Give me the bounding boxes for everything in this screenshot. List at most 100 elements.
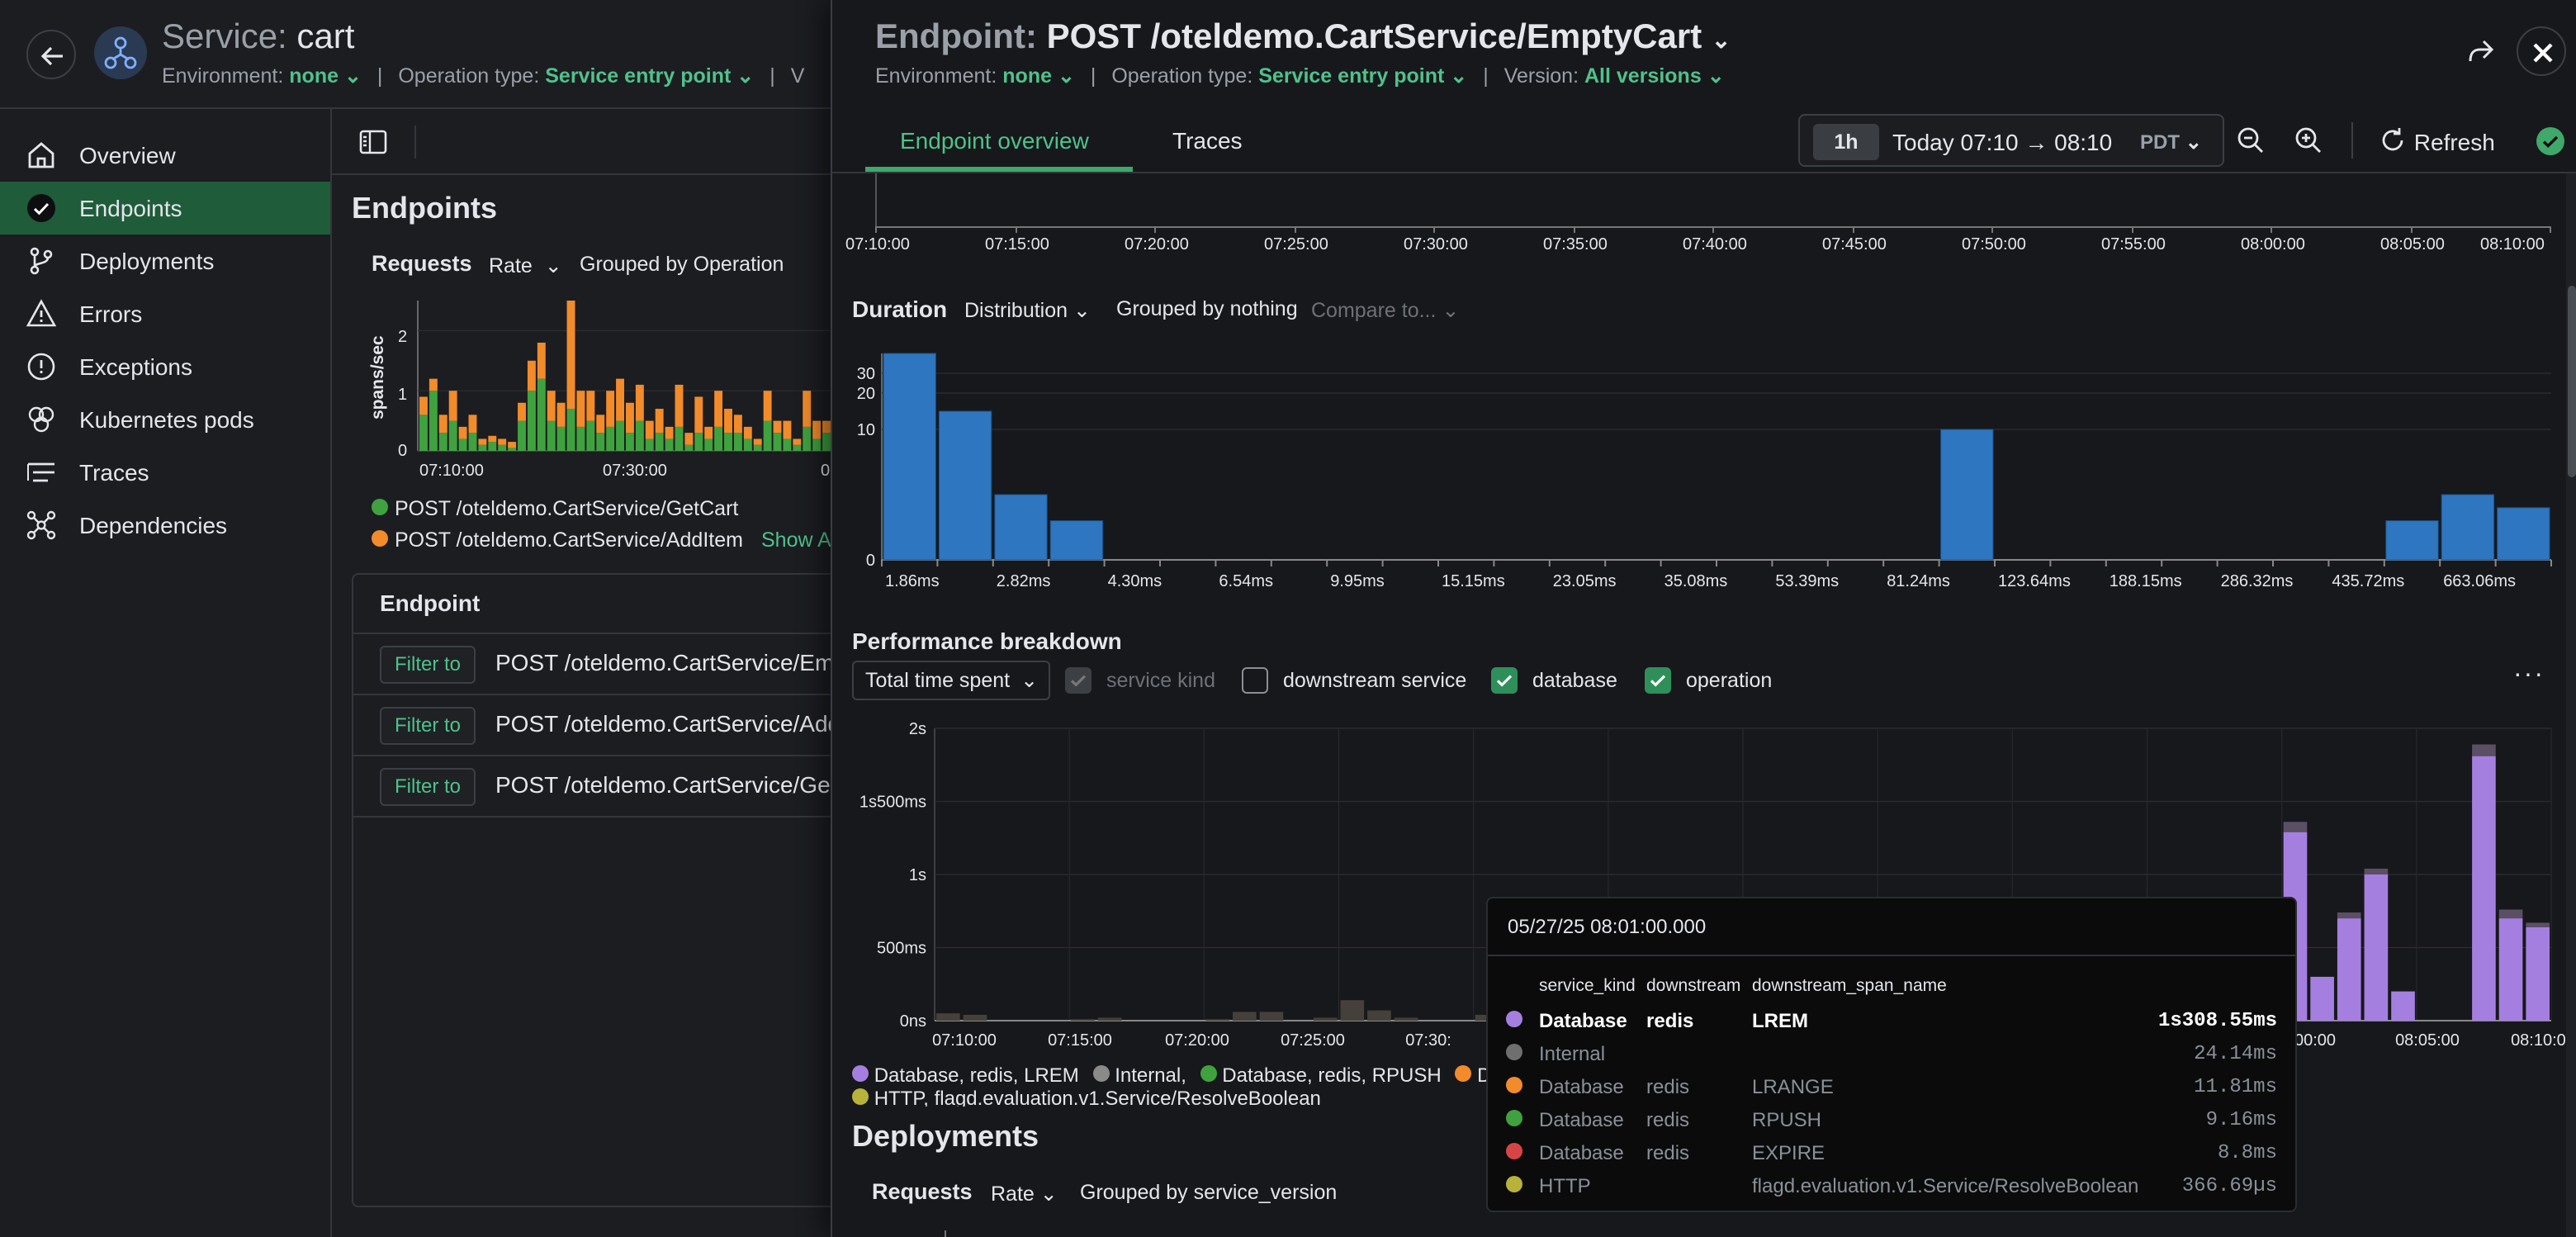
service-kind-checkbox[interactable] <box>1065 667 1091 694</box>
optype-select[interactable]: Service entry point ⌄ <box>1258 64 1468 88</box>
zoom-in-icon <box>2295 127 2321 153</box>
legend-item[interactable]: Database, redis, LREM <box>852 1064 1079 1087</box>
version-select[interactable]: All versions ⌄ <box>1584 64 1725 88</box>
environment-select[interactable]: none ⌄ <box>1002 64 1075 88</box>
version-label: Version: <box>1503 64 1579 88</box>
compare-to-select[interactable]: Compare to... ⌄ <box>1311 297 1459 322</box>
show-all-link[interactable]: Show Al <box>761 528 836 552</box>
table-row[interactable]: Filter to POST /oteldemo.CartService/AddI… <box>352 695 886 756</box>
chevron-down-icon: ⌄ <box>1020 669 1039 692</box>
duration-histogram[interactable]: 30 20 10 0 1.86ms 2.82ms 4.30ms 6.54ms 9.95ms 15.… <box>832 340 2576 598</box>
legend-item[interactable]: Database, redis, RPUSH <box>1200 1064 1442 1087</box>
duration-bar <box>1049 520 1104 561</box>
breakdown-ytick: 1s <box>909 866 926 884</box>
table-row[interactable]: Filter to POST /oteldemo.CartService/Empt… <box>352 634 909 695</box>
scrollbar[interactable] <box>2566 173 2576 1237</box>
database-checkbox[interactable] <box>1491 667 1518 694</box>
filter-to-button[interactable]: Filter to <box>380 768 476 806</box>
deployments-rate-select[interactable]: Rate ⌄ <box>991 1181 1058 1206</box>
sidebar-item-deployments[interactable]: Deployments <box>0 235 330 287</box>
deployments-grouped-select[interactable]: Grouped by service_version <box>1080 1181 1338 1204</box>
breakdown-bar-internal <box>1205 1019 1229 1021</box>
breakdown-bar-lrem <box>2526 927 2550 1021</box>
more-options-icon[interactable]: ··· <box>2513 661 2545 689</box>
tab-traces[interactable]: Traces <box>1172 127 1243 154</box>
rate-select[interactable]: Rate ⌄ <box>489 253 562 277</box>
breakdown-metric-select[interactable]: Total time spent ⌄ <box>852 661 1050 700</box>
tab-endpoint-overview[interactable]: Endpoint overview <box>900 127 1089 154</box>
requests-chart[interactable] <box>416 301 831 456</box>
time-range-text[interactable]: Today 07:10 → 08:10 <box>1892 129 2113 155</box>
request-bar <box>438 415 447 434</box>
timezone-select[interactable]: PDT ⌄ <box>2140 130 2202 154</box>
top-axis-tick-label: 07:10:00 <box>845 236 910 254</box>
sidebar-item-errors[interactable]: Errors <box>0 287 330 340</box>
request-bar <box>724 409 732 434</box>
optype-select[interactable]: Service entry point ⌄ <box>545 64 755 88</box>
request-bar <box>743 438 752 451</box>
legend-item-getcart[interactable]: POST /oteldemo.CartService/GetCart <box>372 497 738 520</box>
sidebar-item-dependencies[interactable]: Dependencies <box>0 499 330 552</box>
tooltip-row: Database redis EXPIRE 8.8ms <box>1488 1136 2297 1169</box>
endpoint-title[interactable]: Endpoint: POST /oteldemo.CartService/Emp… <box>875 18 1731 58</box>
sidebar-item-exceptions[interactable]: Exceptions <box>0 340 330 393</box>
duration-mode-select[interactable]: Distribution ⌄ <box>964 297 1091 322</box>
service-kind-label: service kind <box>1106 669 1215 692</box>
environment-select[interactable]: none ⌄ <box>289 64 362 88</box>
duration-bar <box>883 353 936 561</box>
database-label: database <box>1532 669 1617 692</box>
scrollbar-thumb[interactable] <box>2568 286 2576 477</box>
arrow-left-icon <box>40 46 63 66</box>
chevron-down-icon: ⌄ <box>1039 1182 1058 1206</box>
legend-item-additem[interactable]: POST /oteldemo.CartService/AddItem <box>372 528 743 552</box>
downstream-service-checkbox[interactable] <box>1242 667 1268 694</box>
endpoints-table <box>352 573 831 1207</box>
grouped-by-select[interactable]: Grouped by Operation <box>580 253 784 276</box>
top-axis-tick-label: 07:25:00 <box>1264 236 1328 254</box>
sidebar-item-endpoints[interactable]: Endpoints <box>0 182 330 235</box>
environment-label: Environment: <box>162 64 284 88</box>
filter-to-button[interactable]: Filter to <box>380 707 476 745</box>
service-title: Service: cart <box>162 18 354 58</box>
time-preset-button[interactable]: 1h <box>1813 124 1879 160</box>
sidebar-item-overview[interactable]: Overview <box>0 129 330 182</box>
sidebar-item-traces[interactable]: Traces <box>0 446 330 499</box>
legend-item[interactable]: HTTP, flagd.evaluation.v1.Service/Resolv… <box>852 1087 1321 1107</box>
zoom-in-button[interactable] <box>2294 126 2323 155</box>
back-button[interactable] <box>26 30 76 79</box>
share-button[interactable] <box>2462 33 2498 69</box>
tooltip-timestamp: 05/27/25 08:01:00.000 <box>1508 915 1707 938</box>
top-axis-tick-label: 08:05:00 <box>2380 236 2445 254</box>
home-icon <box>28 142 54 168</box>
time-range-picker[interactable]: 1h Today 07:10 → 08:10 PDT ⌄ <box>1798 114 2224 167</box>
operation-checkbox[interactable] <box>1645 667 1671 694</box>
sidebar-item-label: Deployments <box>79 248 215 274</box>
duration-grouped-select[interactable]: Grouped by nothing <box>1116 297 1298 320</box>
duration-xtick-label: 81.24ms <box>1887 572 1950 590</box>
toolbar-divider <box>2351 122 2353 159</box>
sidebar-item-kubernetes-pods[interactable]: Kubernetes pods <box>0 393 330 446</box>
breakdown-legend: Database, redis, LREM Internal, Database… <box>852 1064 1678 1107</box>
breakdown-bar-lrem <box>2364 874 2389 1021</box>
table-row[interactable]: Filter to POST /oteldemo.CartService/GetC… <box>352 756 880 818</box>
request-bar <box>714 426 723 451</box>
optype-label: Operation type: <box>1111 64 1253 88</box>
breakdown-bar-lrem <box>2310 976 2334 1021</box>
legend-dot <box>1092 1065 1110 1082</box>
duration-ytick: 10 <box>857 421 875 439</box>
request-bar <box>566 301 575 410</box>
toggle-sidebar-button[interactable] <box>358 127 388 157</box>
zoom-out-button[interactable] <box>2236 126 2266 155</box>
legend-item[interactable]: Internal, <box>1092 1064 1186 1087</box>
top-axis-tick-label: 07:50:00 <box>1962 236 2026 254</box>
filter-to-button[interactable]: Filter to <box>380 646 476 684</box>
close-button[interactable] <box>2517 26 2566 76</box>
duration-xtick-label: 53.39ms <box>1775 572 1839 590</box>
breakdown-ytick: 2s <box>909 720 926 738</box>
endpoint-name[interactable]: POST /oteldemo.CartService/AddItem <box>495 710 886 737</box>
refresh-button[interactable]: Refresh <box>2378 126 2495 155</box>
endpoint-name[interactable]: POST /oteldemo.CartService/GetCart <box>495 771 881 798</box>
sidebar-item-label: Exceptions <box>79 353 192 380</box>
request-bar <box>527 391 536 451</box>
